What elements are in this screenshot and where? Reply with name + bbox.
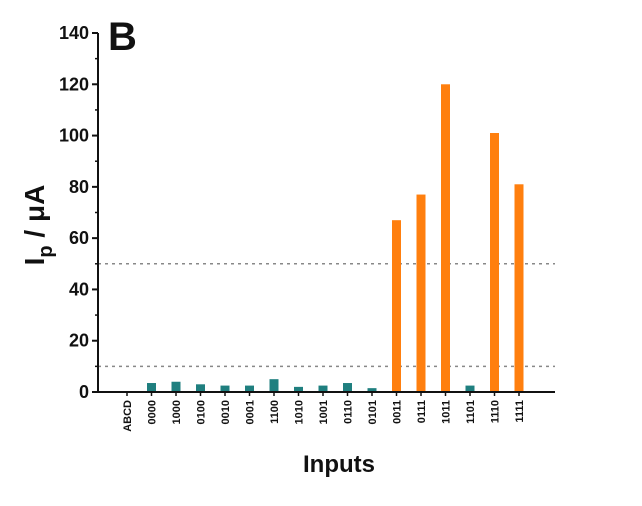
x-tick-label: 0000 <box>147 400 159 424</box>
bar <box>441 84 450 393</box>
x-tick-label: 0001 <box>245 400 257 424</box>
bar <box>490 133 499 392</box>
x-tick-label: 1001 <box>318 400 330 424</box>
threshold-lines <box>98 263 555 368</box>
x-tick-label: 1111 <box>514 400 526 423</box>
bar <box>171 381 181 392</box>
bar <box>465 385 475 392</box>
x-tick-label: 1011 <box>441 400 453 424</box>
x-header-label: ABCD <box>122 400 134 432</box>
y-tick-label: 140 <box>59 23 89 43</box>
x-tick-label: 0101 <box>367 400 379 424</box>
y-tick-labels: 0 20 40 60 80 100 120 140 <box>59 23 89 402</box>
bar <box>392 220 401 392</box>
y-tick-label: 60 <box>69 228 89 248</box>
bar <box>318 385 328 392</box>
x-tick-label: 0100 <box>196 400 208 424</box>
bar <box>269 379 279 392</box>
bar <box>196 384 205 392</box>
y-axis-title-sub: p <box>35 245 57 257</box>
axes <box>92 32 555 396</box>
bar <box>416 194 426 392</box>
bar <box>367 388 377 392</box>
y-axis-title-main: I <box>19 258 50 266</box>
x-tick-label: 0010 <box>220 400 232 424</box>
bar <box>294 386 303 392</box>
x-tick-label: 1000 <box>171 400 183 424</box>
y-tick-label: 100 <box>59 126 89 146</box>
y-tick-label: 120 <box>59 74 89 94</box>
bar <box>343 383 352 392</box>
bar <box>514 184 524 392</box>
x-tick-label: 1010 <box>294 400 306 424</box>
x-tick-label: 0111 <box>416 400 428 423</box>
y-tick-label: 0 <box>79 382 89 402</box>
y-axis-title: Ip / μA <box>19 185 57 266</box>
bar <box>245 385 254 392</box>
x-tick-labels: ABCD 0000 1000 0100 0010 0001 1100 1010 1001 0110… <box>122 400 526 432</box>
bars <box>147 84 524 393</box>
y-tick-label: 20 <box>69 331 89 351</box>
x-tick-label: 0011 <box>392 400 404 424</box>
x-tick-label: 0110 <box>343 400 355 424</box>
x-tick-label: 1101 <box>465 400 477 424</box>
x-axis-title: Inputs <box>303 451 375 478</box>
panel-label: B <box>108 15 137 59</box>
y-axis-title-rest: / μA <box>19 185 50 246</box>
bar <box>220 385 230 392</box>
x-tick-label: 1100 <box>269 400 281 424</box>
bar <box>147 383 156 392</box>
x-tick-label: 1110 <box>490 400 502 423</box>
y-tick-label: 80 <box>69 177 89 197</box>
y-tick-label: 40 <box>69 279 89 299</box>
